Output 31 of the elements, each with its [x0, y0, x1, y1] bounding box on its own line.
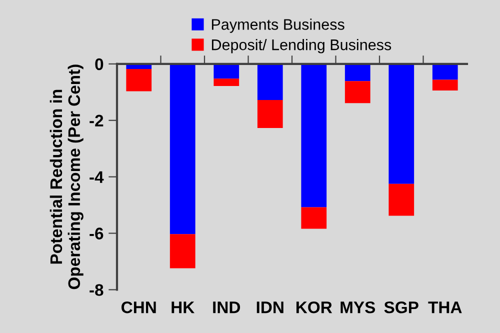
bar [170, 64, 196, 234]
legend-label: Payments Business [212, 18, 344, 33]
bar [214, 64, 240, 79]
bar [257, 64, 283, 100]
y-tick-label: -2 [90, 114, 104, 126]
bar [388, 64, 414, 184]
bar [344, 81, 370, 104]
y-axis-title: Potential Reduction in Operating Income (Per Cent) [50, 64, 84, 290]
x-tick-label: THA [428, 302, 462, 314]
y-tick-label: -4 [90, 171, 104, 183]
legend-label: Deposit/ Lending Business [212, 39, 392, 54]
x-tick-label: HK [172, 302, 195, 314]
bar [126, 69, 152, 92]
x-tick-label: CHN [122, 301, 156, 314]
bar [257, 100, 283, 128]
bar [432, 64, 458, 80]
bar [432, 80, 458, 90]
bar [301, 207, 327, 229]
y-tick-label: -6 [90, 228, 104, 240]
bar [214, 78, 240, 86]
bar [170, 234, 196, 268]
y-tick-label: 0 [95, 58, 104, 70]
bar [301, 64, 327, 208]
x-tick-label: SGP [384, 301, 418, 314]
bar [344, 64, 370, 82]
y-tick-label: -8 [90, 284, 104, 296]
x-tick-label: KOR [296, 301, 332, 314]
bar [388, 184, 414, 216]
x-tick-label: IDN [256, 302, 284, 314]
x-tick-label: IND [213, 302, 240, 314]
x-tick-label: MYS [340, 301, 376, 314]
